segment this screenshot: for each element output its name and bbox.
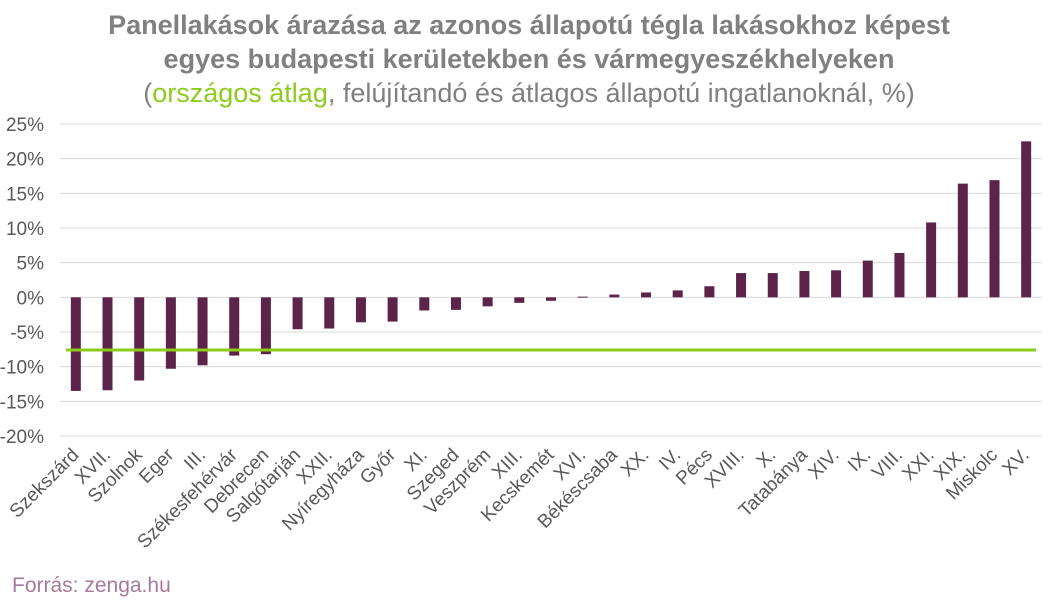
y-axis-ticks: 25% 20% 15% 10% 5% 0% -5% -10% -15% -20% — [0, 115, 44, 448]
bar — [672, 290, 683, 298]
y-tick-label: 25% — [6, 115, 44, 136]
bar — [450, 297, 461, 310]
x-tick-label: Győr — [356, 444, 400, 488]
bar — [70, 297, 81, 391]
x-tick-label: XIV. — [805, 445, 844, 484]
y-tick-label: -5% — [10, 323, 44, 344]
x-tick-label: Eger — [135, 444, 179, 488]
bar — [197, 297, 208, 366]
title-line-1: Panellakások árazása az azonos állapotú … — [108, 10, 950, 40]
y-tick-label: 5% — [17, 254, 45, 275]
x-tick-label: Szekszárd — [6, 445, 84, 523]
bar — [831, 270, 842, 298]
x-tick-label: XXI. — [898, 445, 938, 485]
bar — [641, 292, 652, 298]
bar — [102, 297, 113, 391]
subtitle-open: ( — [143, 78, 153, 108]
y-tick-label: 0% — [17, 288, 45, 309]
bar — [229, 297, 240, 356]
bar — [514, 297, 525, 303]
bar — [355, 297, 366, 323]
chart-subtitle: (országos átlag, felújítandó és átlagos … — [0, 76, 1058, 110]
bar — [989, 180, 1000, 298]
gridlines — [60, 123, 1042, 437]
y-tick-label: 15% — [6, 184, 44, 205]
bar — [736, 273, 747, 298]
bar — [1021, 141, 1032, 298]
bar — [134, 297, 145, 381]
chart-title: Panellakások árazása az azonos állapotú … — [0, 8, 1058, 110]
title-line-2: egyes budapesti kerületekben és vármegye… — [163, 44, 895, 74]
bar — [292, 297, 303, 330]
bar — [609, 294, 620, 298]
subtitle-rest: , felújítandó és átlagos állapotú ingatl… — [327, 78, 915, 108]
bar — [387, 297, 398, 322]
bar — [324, 297, 335, 329]
bar — [419, 297, 430, 311]
source-note: Forrás: zenga.hu — [12, 574, 171, 597]
bar — [767, 273, 778, 298]
y-tick-label: 10% — [6, 219, 44, 240]
x-tick-label: VIII. — [868, 445, 907, 484]
x-tick-label: XV. — [998, 445, 1033, 480]
x-tick-label: XX. — [617, 445, 654, 482]
subtitle-average-label: országos átlag — [152, 78, 328, 108]
bar — [926, 222, 937, 298]
y-tick-label: -20% — [0, 427, 44, 448]
bar — [799, 270, 810, 298]
bar-chart: 25% 20% 15% 10% 5% 0% -5% -10% -15% -20% Szekszár… — [0, 115, 1042, 553]
bar — [862, 260, 873, 298]
bar — [577, 296, 588, 298]
bar — [482, 297, 493, 307]
bars — [70, 141, 1032, 391]
bar — [957, 183, 968, 298]
y-tick-label: 20% — [6, 150, 44, 171]
bar — [260, 297, 271, 355]
y-tick-label: -10% — [0, 358, 44, 379]
bar — [546, 297, 556, 301]
y-tick-label: -15% — [0, 392, 44, 413]
bar — [704, 286, 715, 298]
bar — [165, 297, 176, 369]
bar — [894, 252, 905, 298]
